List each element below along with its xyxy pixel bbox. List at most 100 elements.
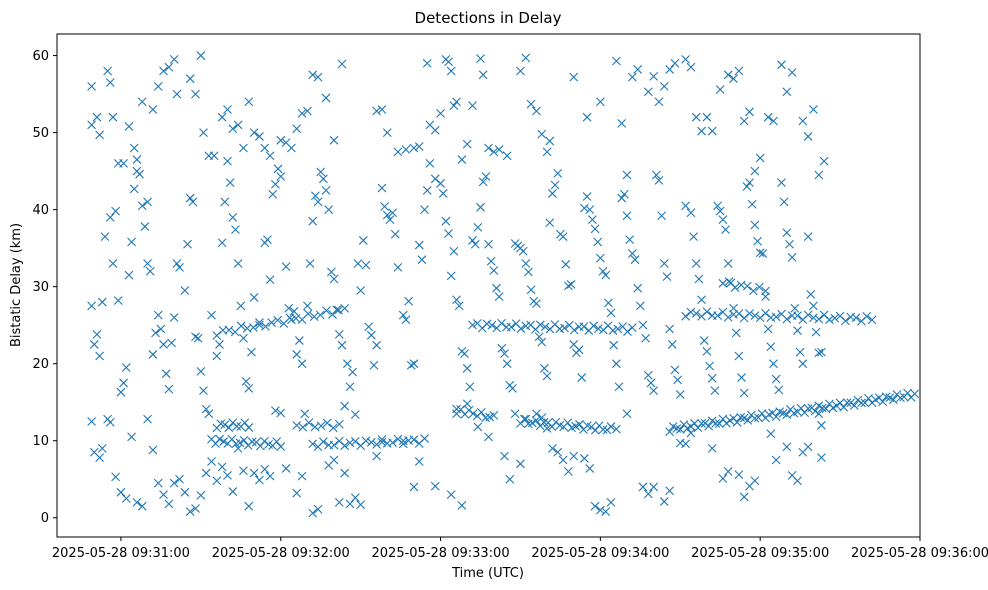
data-point: [119, 378, 128, 388]
data-point: [470, 239, 480, 249]
data-point: [223, 105, 232, 114]
data-point: [324, 205, 334, 215]
y-tick-label: 10: [32, 434, 49, 449]
data-point: [611, 359, 621, 369]
data-point-track-g: [298, 422, 308, 432]
data-point: [300, 409, 310, 419]
data-point: [316, 167, 326, 177]
data-point: [287, 143, 296, 153]
data-point: [334, 330, 344, 339]
data-point: [305, 259, 315, 268]
data-point: [595, 97, 605, 107]
data-point-track-i: [464, 405, 474, 415]
data-point: [446, 490, 456, 500]
data-point-track-h: [340, 441, 350, 451]
data-point: [103, 66, 112, 76]
data-point: [819, 156, 829, 166]
data-point: [223, 156, 232, 166]
data-point: [276, 408, 286, 418]
data-point: [521, 259, 531, 268]
data-point-track-a: [236, 321, 246, 331]
data-point-track-c: [803, 310, 813, 320]
data-point: [564, 281, 573, 291]
data-point: [590, 501, 600, 511]
data-point: [702, 346, 712, 356]
data-point: [260, 143, 270, 153]
data-point-track-k: [881, 392, 891, 402]
data-point: [340, 401, 350, 411]
data-point: [414, 457, 424, 466]
data-point: [372, 451, 382, 461]
data-point: [686, 208, 696, 218]
y-tick-label: 20: [32, 357, 49, 372]
data-point: [239, 143, 248, 153]
data-point-track-b: [623, 327, 632, 336]
data-point-track-h: [377, 435, 387, 444]
data-point-track-b: [569, 325, 579, 335]
data-point: [121, 494, 131, 503]
data-point: [473, 422, 483, 432]
data-point-track-c: [841, 316, 850, 326]
data-point: [731, 328, 741, 338]
data-point: [449, 101, 459, 111]
data-point-track-b: [516, 324, 526, 334]
data-point-track-k: [896, 393, 905, 403]
data-point: [196, 51, 206, 60]
data-point: [265, 471, 275, 481]
data-point: [220, 197, 230, 207]
data-point: [638, 482, 648, 492]
data-point: [526, 99, 536, 109]
data-point: [587, 215, 597, 225]
data-point: [465, 382, 475, 392]
data-point: [337, 59, 347, 69]
data-point-track-b: [482, 319, 492, 329]
data-point: [654, 175, 664, 185]
data-point: [326, 267, 336, 277]
data-point: [771, 374, 781, 384]
data-point-track-c: [745, 309, 754, 318]
data-point-track-e: [220, 420, 230, 430]
data-point: [193, 333, 203, 343]
data-point: [635, 301, 645, 311]
data-point: [393, 263, 403, 272]
data-point: [271, 406, 280, 416]
data-point: [228, 124, 238, 134]
data-point-track-c: [739, 313, 749, 323]
data-point-track-c: [814, 314, 824, 324]
data-point-track-b: [497, 318, 506, 328]
data-point-track-g: [328, 423, 338, 433]
data-point: [121, 363, 131, 372]
data-point: [148, 105, 158, 114]
data-point: [569, 451, 579, 461]
data-point: [196, 366, 206, 376]
data-point: [747, 199, 757, 209]
data-point: [537, 129, 547, 139]
data-point: [718, 215, 728, 225]
data-point: [723, 259, 733, 268]
data-point: [662, 272, 672, 282]
data-point: [140, 222, 150, 231]
data-point: [545, 136, 555, 146]
data-point: [489, 266, 499, 275]
data-point: [574, 345, 584, 355]
x-tick-label: 2025-05-28 09:31:00: [52, 546, 190, 561]
data-point-track-k: [757, 409, 767, 418]
data-point: [817, 347, 826, 357]
data-point: [87, 120, 97, 130]
data-point: [606, 308, 616, 318]
data-point: [263, 235, 272, 245]
data-point: [217, 112, 227, 122]
data-point: [508, 383, 517, 393]
data-point: [225, 178, 235, 188]
data-point-track-k: [839, 402, 849, 412]
data-point-track-k: [736, 413, 746, 422]
data-point-track-a: [340, 304, 350, 313]
data-point: [763, 112, 773, 122]
data-point: [169, 478, 179, 488]
data-point: [649, 386, 659, 396]
data-point-track-b: [613, 324, 623, 334]
data-point: [697, 295, 706, 305]
data-point: [228, 212, 238, 222]
data-point-track-c: [729, 310, 738, 319]
data-point: [742, 182, 752, 191]
